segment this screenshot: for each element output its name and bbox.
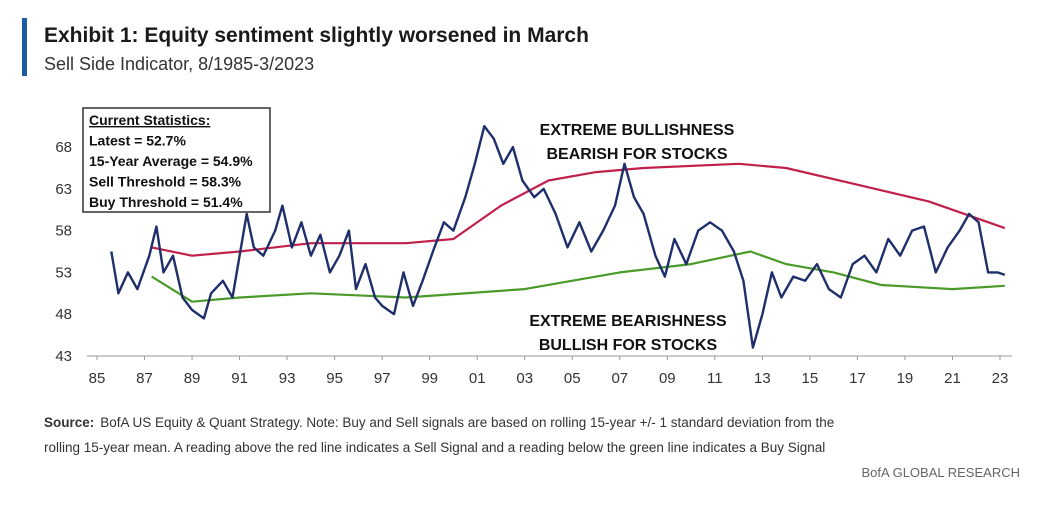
y-tick-label: 68 (55, 139, 72, 156)
y-tick-label: 63 (55, 181, 72, 198)
x-tick-label: 89 (184, 370, 201, 387)
annotations: EXTREME BULLISHNESS BEARISH FOR STOCKS EXT… (529, 122, 734, 354)
stats-line: Sell Threshold = 58.3% (89, 174, 242, 190)
x-tick-label: 85 (89, 370, 106, 387)
x-tick-label: 07 (611, 370, 628, 387)
x-tick-label: 97 (374, 370, 391, 387)
annotation: BEARISH FOR STOCKS (546, 146, 727, 163)
series-line (151, 250, 1005, 303)
x-tick-label: 93 (279, 370, 296, 387)
series-line (110, 125, 1006, 349)
x-tick-label: 91 (231, 370, 248, 387)
x-tick-label: 09 (659, 370, 676, 387)
stats-line: 15-Year Average = 54.9% (89, 153, 253, 169)
y-tick-label: 43 (55, 348, 72, 365)
x-tick-label: 01 (469, 370, 486, 387)
y-tick-label: 53 (55, 264, 72, 281)
x-tick-label: 21 (944, 370, 961, 387)
stats-line: Current Statistics: (89, 112, 210, 128)
source: Source: BofA US Equity & Quant Strategy. … (44, 415, 834, 430)
chart-subtitle: Sell Side Indicator, 8/1985-3/2023 (44, 54, 314, 74)
x-tick-label: 17 (849, 370, 866, 387)
x-tick-label: 19 (897, 370, 914, 387)
x-tick-label: 03 (516, 370, 533, 387)
annotation: EXTREME BULLISHNESS (540, 122, 735, 139)
x-tick-label: 95 (326, 370, 343, 387)
x-tick-label: 99 (421, 370, 438, 387)
stats-line: Latest = 52.7% (89, 133, 186, 149)
chart-title: Exhibit 1: Equity sentiment slightly wor… (44, 24, 589, 47)
title-accent (22, 18, 27, 76)
y-tick-label: 58 (55, 223, 72, 240)
source-line: BofA US Equity & Quant Strategy. Note: B… (100, 415, 834, 430)
x-tick-label: 87 (136, 370, 153, 387)
x-tick-label: 15 (802, 370, 819, 387)
stats-text: Current Statistics: Latest = 52.7% 15-Year… (89, 112, 253, 210)
stats-box (82, 107, 271, 213)
x-tick-label: 11 (707, 370, 723, 387)
stats-line: Buy Threshold = 51.4% (89, 194, 243, 210)
annotation: EXTREME BEARISHNESS (529, 313, 727, 330)
plot-area: 43 48 53 58 63 68 85 87 89 91 93 95 97 99 01 03 05 07 09 11… (55, 125, 1012, 387)
x-tick-label: 23 (992, 370, 1009, 387)
source-line: rolling 15-year mean. A reading above th… (44, 440, 825, 455)
x-tick-label: 13 (754, 370, 771, 387)
x-tick-label: 05 (564, 370, 581, 387)
annotation: BULLISH FOR STOCKS (539, 337, 718, 354)
source-label: Source: (44, 415, 94, 430)
y-tick-label: 48 (55, 306, 72, 323)
footer: BofA GLOBAL RESEARCH (862, 465, 1020, 480)
series-line (151, 162, 1006, 257)
